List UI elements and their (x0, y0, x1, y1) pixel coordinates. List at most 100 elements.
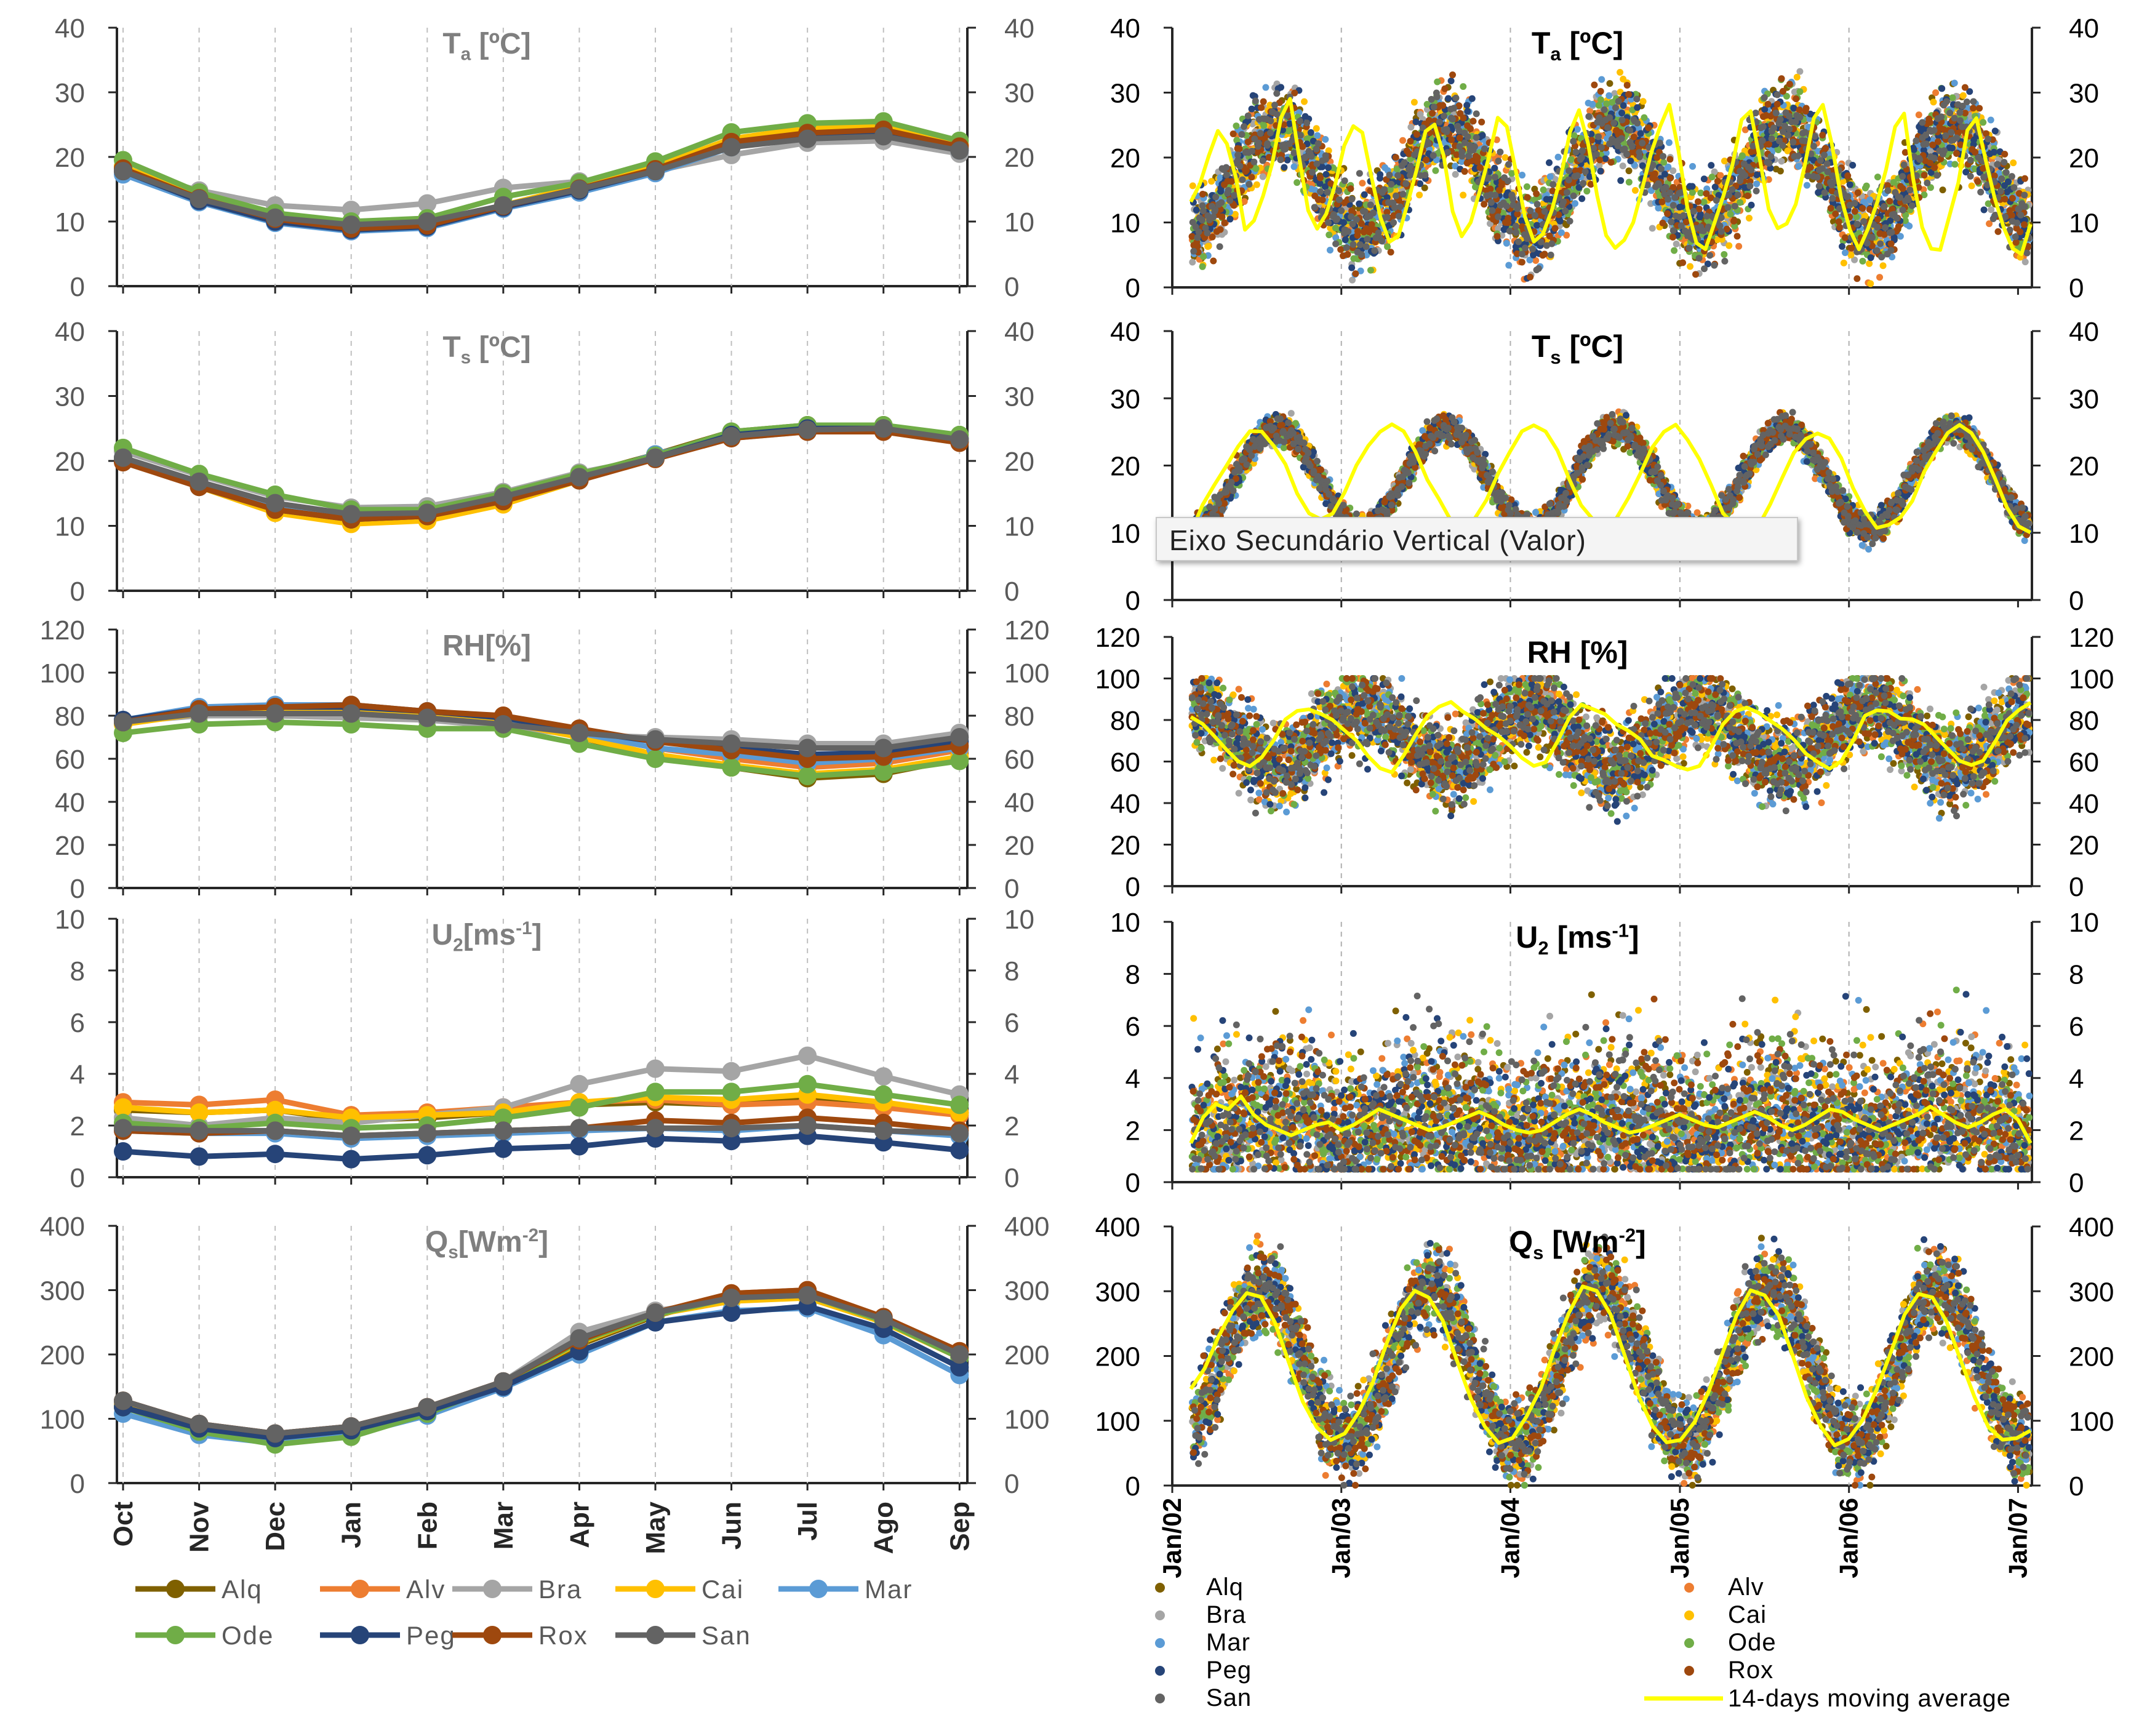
point-Peg (494, 1140, 513, 1158)
y-tick-label: 0 (1125, 273, 1140, 303)
daily-point-Peg (1868, 254, 1874, 261)
point-San (114, 713, 132, 732)
point-San (418, 212, 436, 231)
daily-point-Mar (1547, 174, 1554, 180)
daily-point-Ode (1568, 156, 1575, 163)
daily-point-Cai (1416, 191, 1423, 198)
daily-point-Cai (1746, 215, 1753, 222)
y-tick-label: 10 (55, 207, 85, 238)
y-tick-label: 10 (1004, 207, 1034, 238)
daily-point-Bra (1649, 225, 1656, 231)
daily-point-Mar (1753, 180, 1760, 187)
daily-point-Cai (1960, 92, 1967, 99)
daily-point-Alv (1735, 243, 1742, 250)
point-Bra (570, 1075, 588, 1094)
daily-point-Mar (1291, 163, 1298, 170)
daily-point-Peg (1463, 102, 1470, 108)
point-San (950, 1124, 969, 1143)
daily-point-Peg (1839, 243, 1845, 250)
y-tick-label: 100 (1004, 1405, 1049, 1435)
y-tick-label: 30 (1110, 79, 1140, 109)
y-tick-label: 6 (1004, 1008, 1019, 1038)
daily-point-Peg (1708, 162, 1714, 169)
daily-point-Peg (1377, 175, 1383, 182)
daily-point-Cai (1617, 69, 1623, 76)
y-tick-label: 30 (55, 78, 85, 108)
daily-point-Peg (1308, 129, 1314, 136)
point-San (646, 1303, 665, 1322)
daily-point-Peg (1226, 216, 1233, 223)
x-tick-label: Jul (793, 1502, 823, 1541)
point-San (190, 705, 209, 723)
daily-point-Peg (1464, 108, 1471, 114)
y-tick-label: 0 (1004, 874, 1019, 904)
point-San (266, 705, 284, 723)
daily-point-Cai (1640, 98, 1647, 105)
daily-point-Ode (1325, 231, 1332, 238)
point-San (646, 1119, 665, 1137)
y-tick-label: 120 (1004, 615, 1049, 646)
y-tick-label: 30 (55, 382, 85, 412)
point-San (266, 1121, 284, 1140)
y-tick-label: 20 (1004, 143, 1034, 173)
y-tick-label: 2 (70, 1111, 85, 1142)
y-tick-label: 20 (1004, 831, 1034, 861)
daily-point-Bra (1189, 258, 1196, 265)
point-Ode (798, 767, 817, 785)
y-tick-label: 80 (55, 702, 85, 732)
daily-point-Peg (1417, 180, 1423, 187)
point-San (722, 427, 741, 446)
point-San (646, 449, 665, 467)
daily-point-Peg (1712, 183, 1719, 190)
point-San (266, 494, 284, 513)
daily-point-Cai (1502, 154, 1509, 161)
y-tick-label: 40 (2069, 14, 2099, 44)
point-San (722, 138, 741, 156)
daily-point-Peg (1701, 175, 1708, 182)
daily-point-Ode (1721, 251, 1727, 258)
point-Peg (190, 1147, 209, 1166)
point-Peg (266, 1145, 284, 1163)
daily-point-Ode (1951, 161, 1958, 167)
point-San (874, 1121, 893, 1140)
series-line-Mar (123, 1308, 959, 1443)
point-Ode (646, 750, 665, 768)
daily-point-Peg (1491, 165, 1498, 172)
daily-point-Cai (1632, 187, 1639, 194)
point-San (342, 1127, 361, 1145)
daily-point-Cai (1969, 182, 1975, 189)
point-Ode (874, 1086, 893, 1104)
y-tick-label: 30 (1004, 78, 1034, 108)
daily-point-Ode (1524, 183, 1530, 190)
daily-point-Ode (1434, 79, 1441, 86)
point-San (190, 190, 209, 208)
daily-point-Mar (1906, 223, 1913, 230)
point-Ode (950, 1095, 969, 1114)
y-tick-label: 4 (1004, 1060, 1019, 1090)
y-tick-label: 120 (40, 615, 85, 646)
daily-point-Bra (1620, 162, 1626, 169)
y-tick-label: 40 (1110, 14, 1140, 44)
daily-point-Mar (1505, 262, 1512, 269)
point-Ode (798, 1075, 817, 1094)
point-San (570, 468, 588, 486)
daily-point-Peg (1849, 162, 1856, 169)
point-Peg (570, 1137, 588, 1156)
y-tick-label: 20 (2069, 143, 2099, 174)
daily-point-Alq (1626, 167, 1633, 174)
point-San (646, 730, 665, 749)
daily-point-Alq (1940, 186, 1946, 193)
y-tick-label: 60 (55, 745, 85, 775)
y-tick-label: 60 (1004, 745, 1034, 775)
point-San (570, 1119, 588, 1137)
daily-point-Cai (1866, 260, 1873, 267)
daily-point-Cai (1867, 280, 1874, 287)
daily-point-Peg (1277, 84, 1284, 90)
point-San (418, 1124, 436, 1143)
y-tick-label: 20 (55, 143, 85, 173)
daily-point-Mar (1666, 139, 1673, 146)
point-Bra (874, 1067, 893, 1086)
y-tick-label: 0 (70, 1469, 85, 1499)
daily-point-Ode (1874, 174, 1881, 180)
